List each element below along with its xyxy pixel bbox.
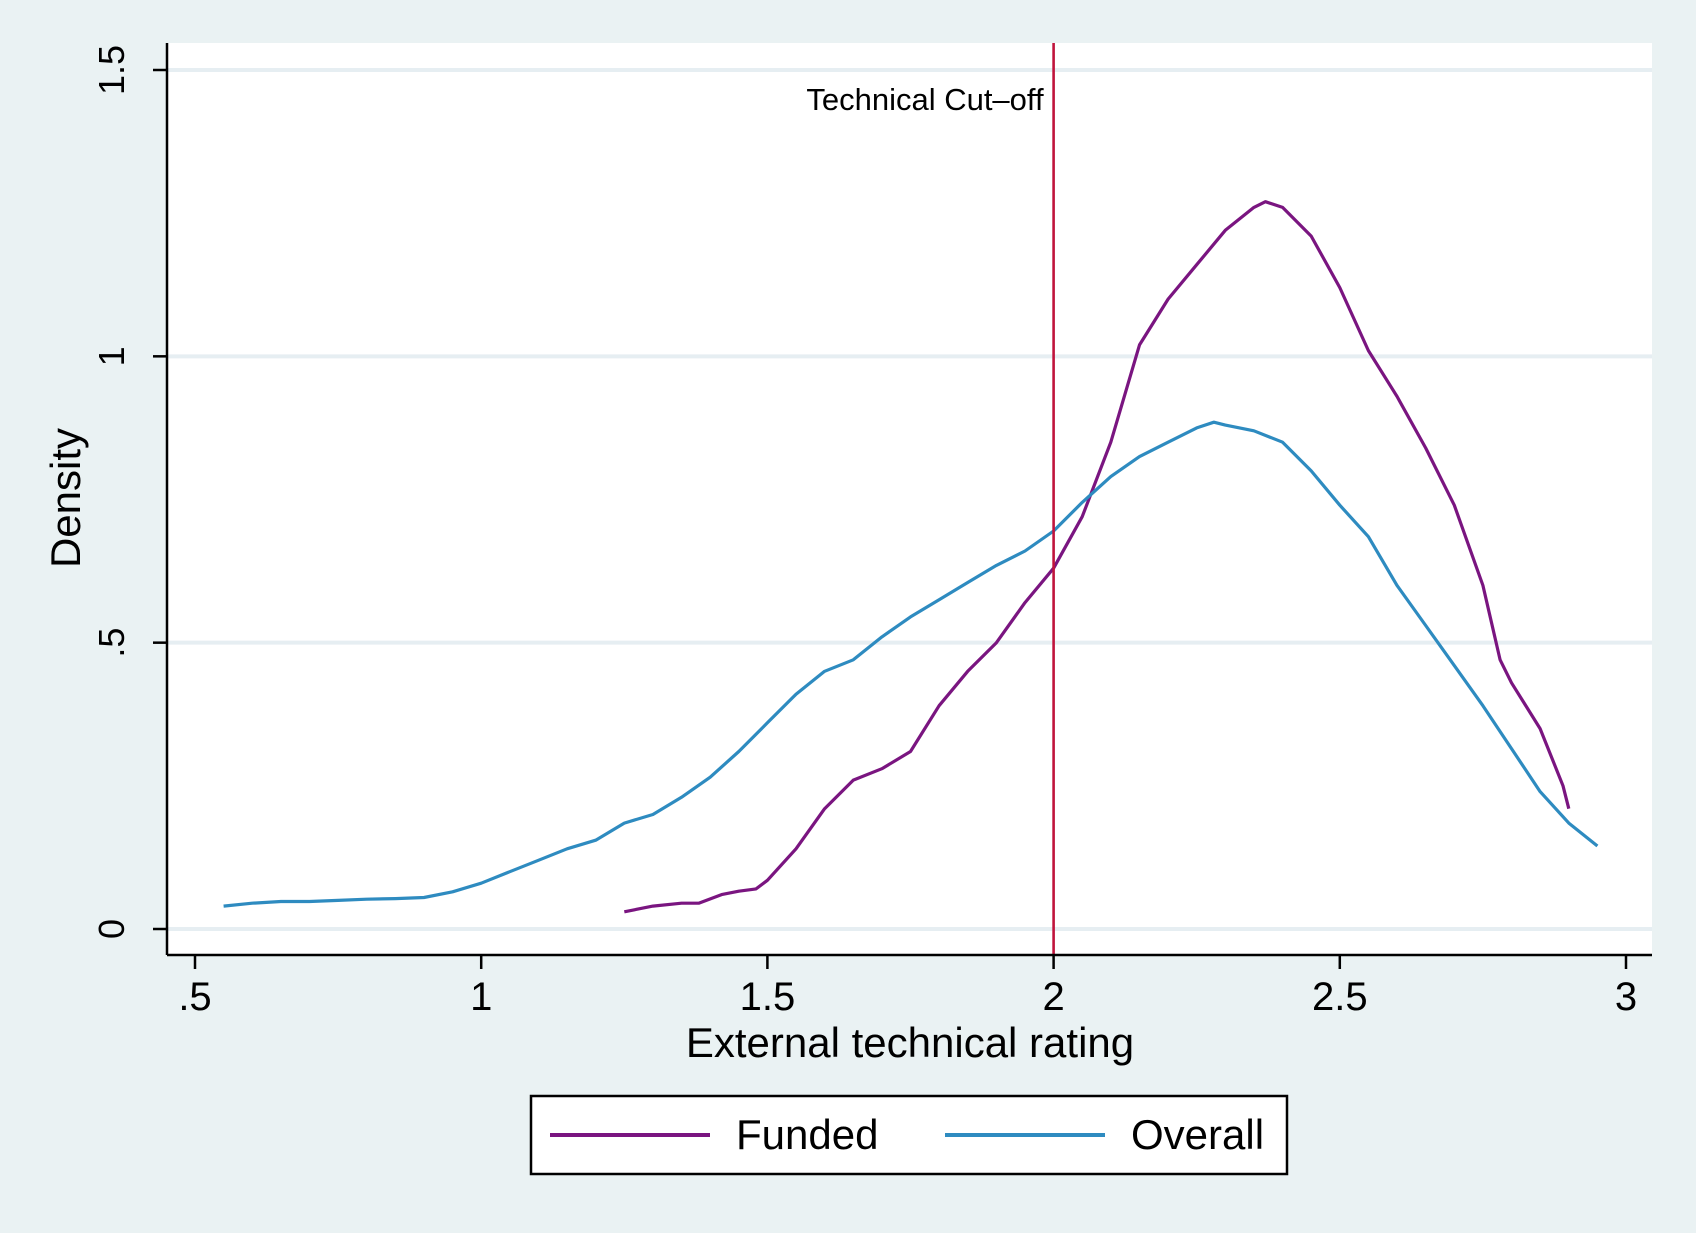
gridlines	[167, 68, 1652, 931]
series-line-funded	[623, 200, 1571, 914]
x-tick-label-0: .5	[178, 975, 211, 1019]
y-axis-title: Density	[42, 428, 89, 568]
y-tick-label-1: .5	[91, 628, 132, 658]
cutoff-label: Technical Cut–off	[806, 82, 1044, 117]
x-tick-label-3: 2	[1042, 975, 1064, 1019]
x-ticks: .5 1 1.5 2 2.5 3	[178, 955, 1637, 1019]
series-line-overall	[223, 420, 1599, 908]
y-tick-label-2: 1	[91, 346, 132, 366]
x-axis-title: External technical rating	[686, 1019, 1134, 1066]
legend-label-overall: Overall	[1131, 1111, 1264, 1158]
series-group	[223, 200, 1599, 914]
legend-label-funded: Funded	[736, 1111, 878, 1158]
x-tick-label-2: 1.5	[740, 975, 796, 1019]
plot-area	[167, 43, 1652, 955]
legend: Funded Overall	[529, 1094, 1289, 1176]
y-tick-label-3: 1.5	[91, 45, 132, 95]
x-tick-label-4: 2.5	[1312, 975, 1368, 1019]
y-ticks: 0 .5 1 1.5	[91, 45, 167, 939]
x-tick-label-1: 1	[470, 975, 492, 1019]
x-tick-label-5: 3	[1615, 975, 1637, 1019]
y-tick-label-0: 0	[91, 919, 132, 939]
